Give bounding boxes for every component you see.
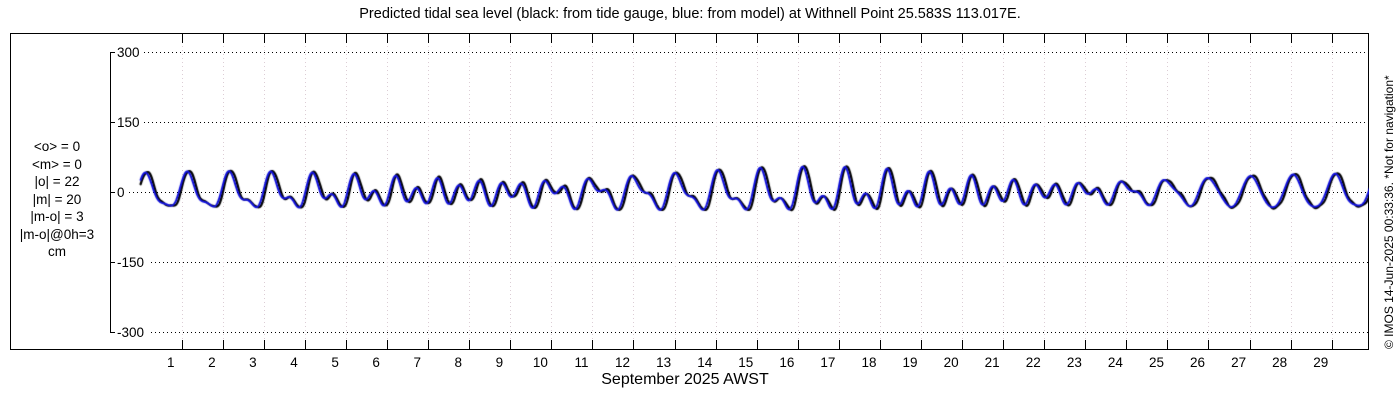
x-tick-label: 6 (372, 355, 380, 370)
x-tick-label: 17 (820, 355, 836, 370)
credit-vertical-text: © IMOS 14-Jun-2025 00:33:36. *Not for na… (1382, 75, 1396, 349)
stat-line: |m| = 20 (32, 191, 82, 207)
x-tick-label: 20 (943, 355, 959, 370)
x-tick-label: 24 (1107, 355, 1123, 370)
stat-line: <o> = 0 (33, 139, 81, 154)
stats-panel: <o> = 0 <m> = 0 |o| = 22 |m| = 20 |m-o| = 3 |… (4, 138, 110, 261)
tide-curve-canvas (11, 34, 1369, 349)
x-tick-label: 9 (495, 355, 504, 370)
x-tick-label: 26 (1190, 355, 1206, 370)
x-tick-label: 2 (208, 355, 216, 370)
x-tick-label: 28 (1272, 355, 1288, 370)
x-tick-label: 1 (167, 355, 175, 370)
x-tick-label: 7 (413, 355, 421, 370)
x-tick-label: 19 (902, 355, 918, 370)
plot-title: Predicted tidal sea level (black: from t… (359, 6, 1021, 22)
stat-line: cm (48, 244, 66, 259)
x-tick-label: 4 (290, 355, 298, 370)
x-tick-label: 5 (331, 355, 339, 370)
x-tick-label: 14 (697, 355, 713, 370)
stat-line: |o| = 22 (34, 174, 80, 189)
stat-line: |m-o|@0h=3 (19, 226, 95, 242)
x-tick-label: 3 (249, 355, 257, 370)
x-tick-label: 27 (1231, 355, 1247, 370)
x-tick-label: 25 (1148, 355, 1164, 370)
x-tick-label: 13 (656, 355, 672, 370)
x-tick-label: 29 (1313, 355, 1329, 370)
x-tick-label: 10 (532, 355, 548, 370)
x-tick-label: 23 (1066, 355, 1082, 370)
x-tick-label: 21 (984, 355, 1000, 370)
x-tick-label: 15 (738, 355, 754, 370)
x-tick-label: 12 (615, 355, 631, 370)
stat-line: <m> = 0 (32, 156, 82, 172)
x-tick-label: 16 (779, 355, 795, 370)
x-tick-label: 18 (861, 355, 877, 370)
x-tick-label: 22 (1025, 355, 1041, 370)
x-tick-label: 11 (574, 355, 589, 370)
x-axis-title: September 2025 AWST (601, 371, 769, 388)
stat-line: |m-o| = 3 (30, 209, 84, 224)
x-tick-label: 8 (454, 355, 463, 370)
